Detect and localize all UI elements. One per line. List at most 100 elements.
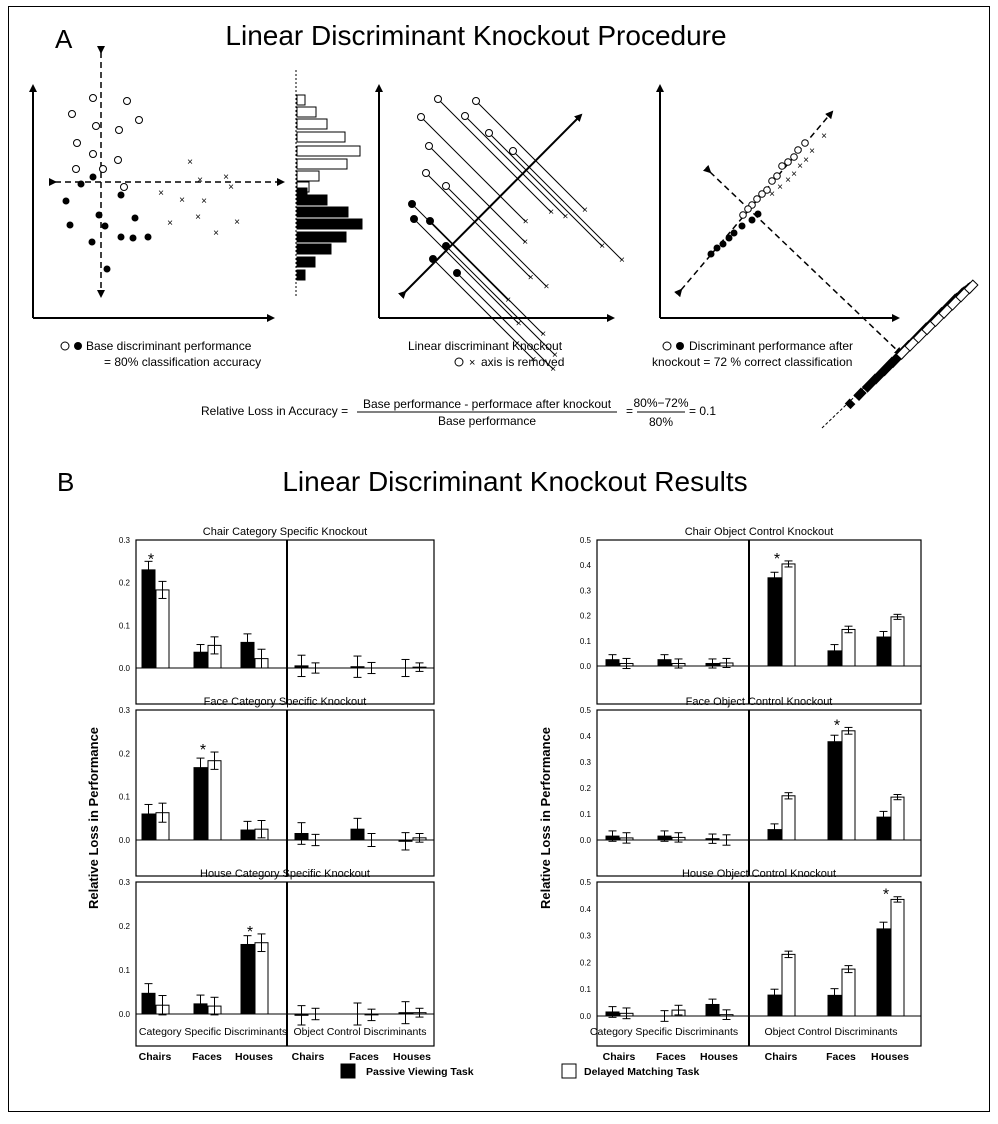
filled-circle-point — [117, 233, 125, 241]
x-group-label: Category Specific Discriminants — [590, 1026, 738, 1038]
y-tick-label: 0.4 — [580, 905, 592, 914]
x-tick-label: Faces — [349, 1051, 379, 1063]
open-circle-point — [744, 205, 752, 213]
legend: Passive Viewing Task Delayed Matching Ta… — [340, 1063, 700, 1079]
x-tick-label: Houses — [871, 1051, 909, 1063]
filled-circle-point — [725, 234, 733, 242]
open-circle-point — [434, 95, 442, 103]
projection-histogram — [844, 279, 979, 410]
open-circle-icon — [60, 341, 70, 351]
cross-point: × — [213, 228, 219, 239]
cross-point: × — [797, 161, 803, 172]
caption-line: Discriminant performance after — [689, 339, 853, 353]
chart-frame — [596, 709, 922, 877]
x-tick-label: Houses — [393, 1051, 431, 1063]
formula-lhs: Relative Loss in Accuracy = — [201, 404, 348, 418]
cross-point: × — [803, 155, 809, 166]
formula-result: = 0.1 — [689, 404, 716, 418]
y-axis-label-left: Relative Loss in Performance — [86, 727, 101, 909]
bar-chart: Face Object Control Knockout 0.0 0.1 0.2 0.3… — [580, 696, 922, 877]
y-tick-label: 0.3 — [580, 586, 592, 595]
y-tick-label: 0.1 — [119, 621, 131, 630]
bar-chart: Chair Category Specific Knockout 0.0 0.1 0.… — [119, 526, 435, 705]
filled-circle-point — [103, 265, 111, 273]
x-group-label: Category Specific Discriminants — [139, 1026, 287, 1038]
cross-point: × — [167, 218, 173, 229]
cross-point: × — [195, 212, 201, 223]
legend-swatch-delayed — [561, 1063, 577, 1079]
histogram-bar — [296, 243, 332, 255]
y-tick-label: 0.3 — [580, 932, 592, 941]
x-tick-label: Houses — [700, 1051, 738, 1063]
open-circle-point — [72, 165, 80, 173]
x-tick-label: Chairs — [765, 1051, 798, 1063]
open-circle-point — [801, 139, 809, 147]
relative-loss-formula: Relative Loss in Accuracy = Base perform… — [201, 396, 716, 429]
filled-circle-point — [144, 233, 152, 241]
y-tick-label: 0.0 — [580, 836, 592, 845]
open-circle-point — [115, 126, 123, 134]
caption-line: Base discriminant performance — [86, 339, 252, 353]
bar-charts: Chair Category Specific Knockout 0.0 0.1 0.… — [119, 526, 922, 1063]
x-tick-label: Faces — [826, 1051, 856, 1063]
y-tick-label: 0.1 — [580, 810, 592, 819]
caption-line: knockout = 72 % correct classification — [652, 355, 852, 369]
formula-numerator-values: 80%−72% — [633, 396, 688, 410]
histogram-bar — [296, 158, 348, 170]
y-tick-label: 0.0 — [580, 1012, 592, 1021]
filled-circle-point — [131, 214, 139, 222]
histogram-bar — [296, 194, 328, 206]
open-circle-point — [739, 211, 747, 219]
filled-circle-point — [719, 240, 727, 248]
y-tick-label: 0.0 — [119, 836, 131, 845]
filled-circle-icon — [74, 342, 82, 350]
histogram-bar — [296, 145, 361, 157]
open-circle-point — [753, 195, 761, 203]
histogram-bar — [296, 94, 306, 106]
y-tick-label: 0.0 — [580, 662, 592, 671]
cross-point: × — [619, 255, 625, 266]
histogram-bar — [853, 387, 867, 401]
cross-point: × — [234, 217, 240, 228]
open-circle-point — [135, 116, 143, 124]
open-circle-point — [92, 122, 100, 130]
formula-equals: = — [626, 404, 633, 418]
open-circle-point — [472, 97, 480, 105]
significance-asterisk: * — [247, 924, 253, 941]
significance-asterisk: * — [774, 551, 780, 568]
histogram-bar — [296, 218, 363, 230]
legend-label: Passive Viewing Task — [366, 1066, 474, 1078]
open-circle-point — [89, 150, 97, 158]
histogram-bar — [296, 170, 320, 182]
filled-circle-point — [95, 211, 103, 219]
cross-point: × — [769, 189, 775, 200]
open-circle-icon — [454, 357, 464, 367]
panel-b-letter: B — [57, 467, 74, 497]
filled-circle-point — [754, 210, 762, 218]
bar-chart: House Object Control Knockout 0.0 0.1 0.2 0.… — [580, 868, 922, 1063]
dashed-orthogonal-axis — [702, 164, 903, 356]
histogram-bar — [963, 279, 979, 295]
bar-chart: Chair Object Control Knockout 0.0 0.1 0.2 0.… — [580, 526, 922, 705]
open-circle-point — [768, 177, 776, 185]
y-tick-label: 0.1 — [580, 637, 592, 646]
diagram-after-knockout: ×××××××× — [656, 84, 979, 429]
histogram-bar — [844, 398, 856, 410]
y-tick-label: 0.2 — [119, 749, 131, 758]
cross-point: × — [791, 169, 797, 180]
filled-circle-point — [88, 238, 96, 246]
significance-asterisk: * — [200, 742, 206, 759]
open-circle-point — [790, 153, 798, 161]
scatter-points: ×× ××× ×××××× — [62, 94, 240, 273]
open-circle-point — [773, 172, 781, 180]
formula-denominator-values: 80% — [649, 415, 673, 429]
cross-point: × — [197, 175, 203, 186]
chart-title: Chair Object Control Knockout — [685, 526, 834, 538]
cross-icon: × — [469, 357, 475, 369]
y-tick-label: 0.0 — [119, 664, 131, 673]
histogram-bar — [296, 106, 317, 118]
cross-point: × — [516, 319, 522, 330]
x-tick-label: Faces — [656, 1051, 686, 1063]
filled-circle-point — [129, 234, 137, 242]
